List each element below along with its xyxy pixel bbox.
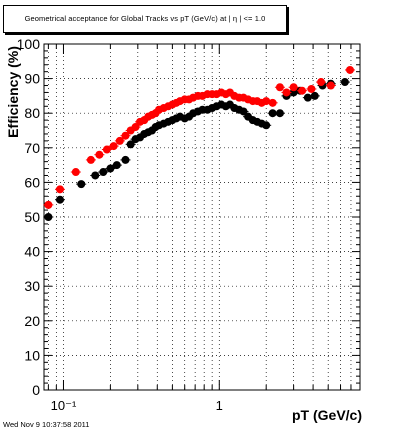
data-point: [44, 200, 53, 209]
data-point: [303, 93, 312, 102]
data-point: [298, 86, 307, 95]
y-tick-label: 0: [32, 382, 40, 398]
data-point: [131, 123, 140, 132]
data-point: [326, 81, 335, 90]
y-tick-label: 60: [24, 174, 40, 190]
data-point: [126, 140, 135, 149]
data-point: [106, 164, 115, 173]
y-tick-label: 90: [24, 71, 40, 87]
x-tick-label: 10⁻¹: [51, 398, 77, 413]
axis-ticks: 0 10 20 30 40 50 60 70 80 90 100 10⁻¹ 1: [17, 36, 361, 413]
y-tick-label: 10: [24, 347, 40, 363]
x-axis-title: pT (GeV/c): [291, 407, 362, 423]
y-tick-label: 70: [24, 140, 40, 156]
y-tick-label: 100: [17, 36, 41, 52]
data-point: [112, 161, 121, 170]
y-tick-label: 30: [24, 278, 40, 294]
data-point: [307, 84, 316, 93]
chart-title: Geometrical acceptance for Global Tracks…: [24, 14, 266, 23]
data-point: [44, 213, 53, 221]
data-point: [99, 168, 108, 177]
data-point: [345, 65, 354, 74]
data-point: [86, 155, 95, 164]
data-point: [102, 145, 111, 154]
data-point: [282, 88, 291, 97]
data-point: [55, 185, 64, 194]
data-point: [340, 78, 349, 87]
data-point: [275, 83, 284, 92]
data-point: [115, 136, 124, 145]
series-red: [43, 65, 355, 209]
data-point: [268, 98, 277, 107]
y-tick-label: 50: [24, 209, 40, 225]
series-black: [43, 78, 350, 221]
data-point: [317, 78, 326, 87]
y-tick-label: 40: [24, 244, 40, 260]
data-point: [91, 171, 100, 180]
y-tick-label: 20: [24, 313, 40, 329]
y-tick-label: 80: [24, 105, 40, 121]
data-point: [77, 180, 86, 189]
data-point: [262, 121, 271, 130]
data-point: [239, 107, 248, 116]
data-point: [121, 131, 130, 140]
data-point: [289, 83, 298, 92]
data-point: [275, 109, 284, 118]
data-point: [55, 195, 64, 204]
data-point: [109, 142, 118, 151]
data-point: [268, 109, 277, 118]
data-point: [71, 168, 80, 177]
data-point: [121, 155, 130, 164]
y-axis-title: Efficiency (%): [5, 46, 21, 138]
timestamp: Wed Nov 9 10:37:58 2011: [3, 420, 90, 429]
x-tick-label: 1: [216, 398, 223, 413]
data-point: [310, 91, 319, 100]
data-point: [95, 150, 104, 159]
chart-title-box: Geometrical acceptance for Global Tracks…: [3, 5, 287, 33]
